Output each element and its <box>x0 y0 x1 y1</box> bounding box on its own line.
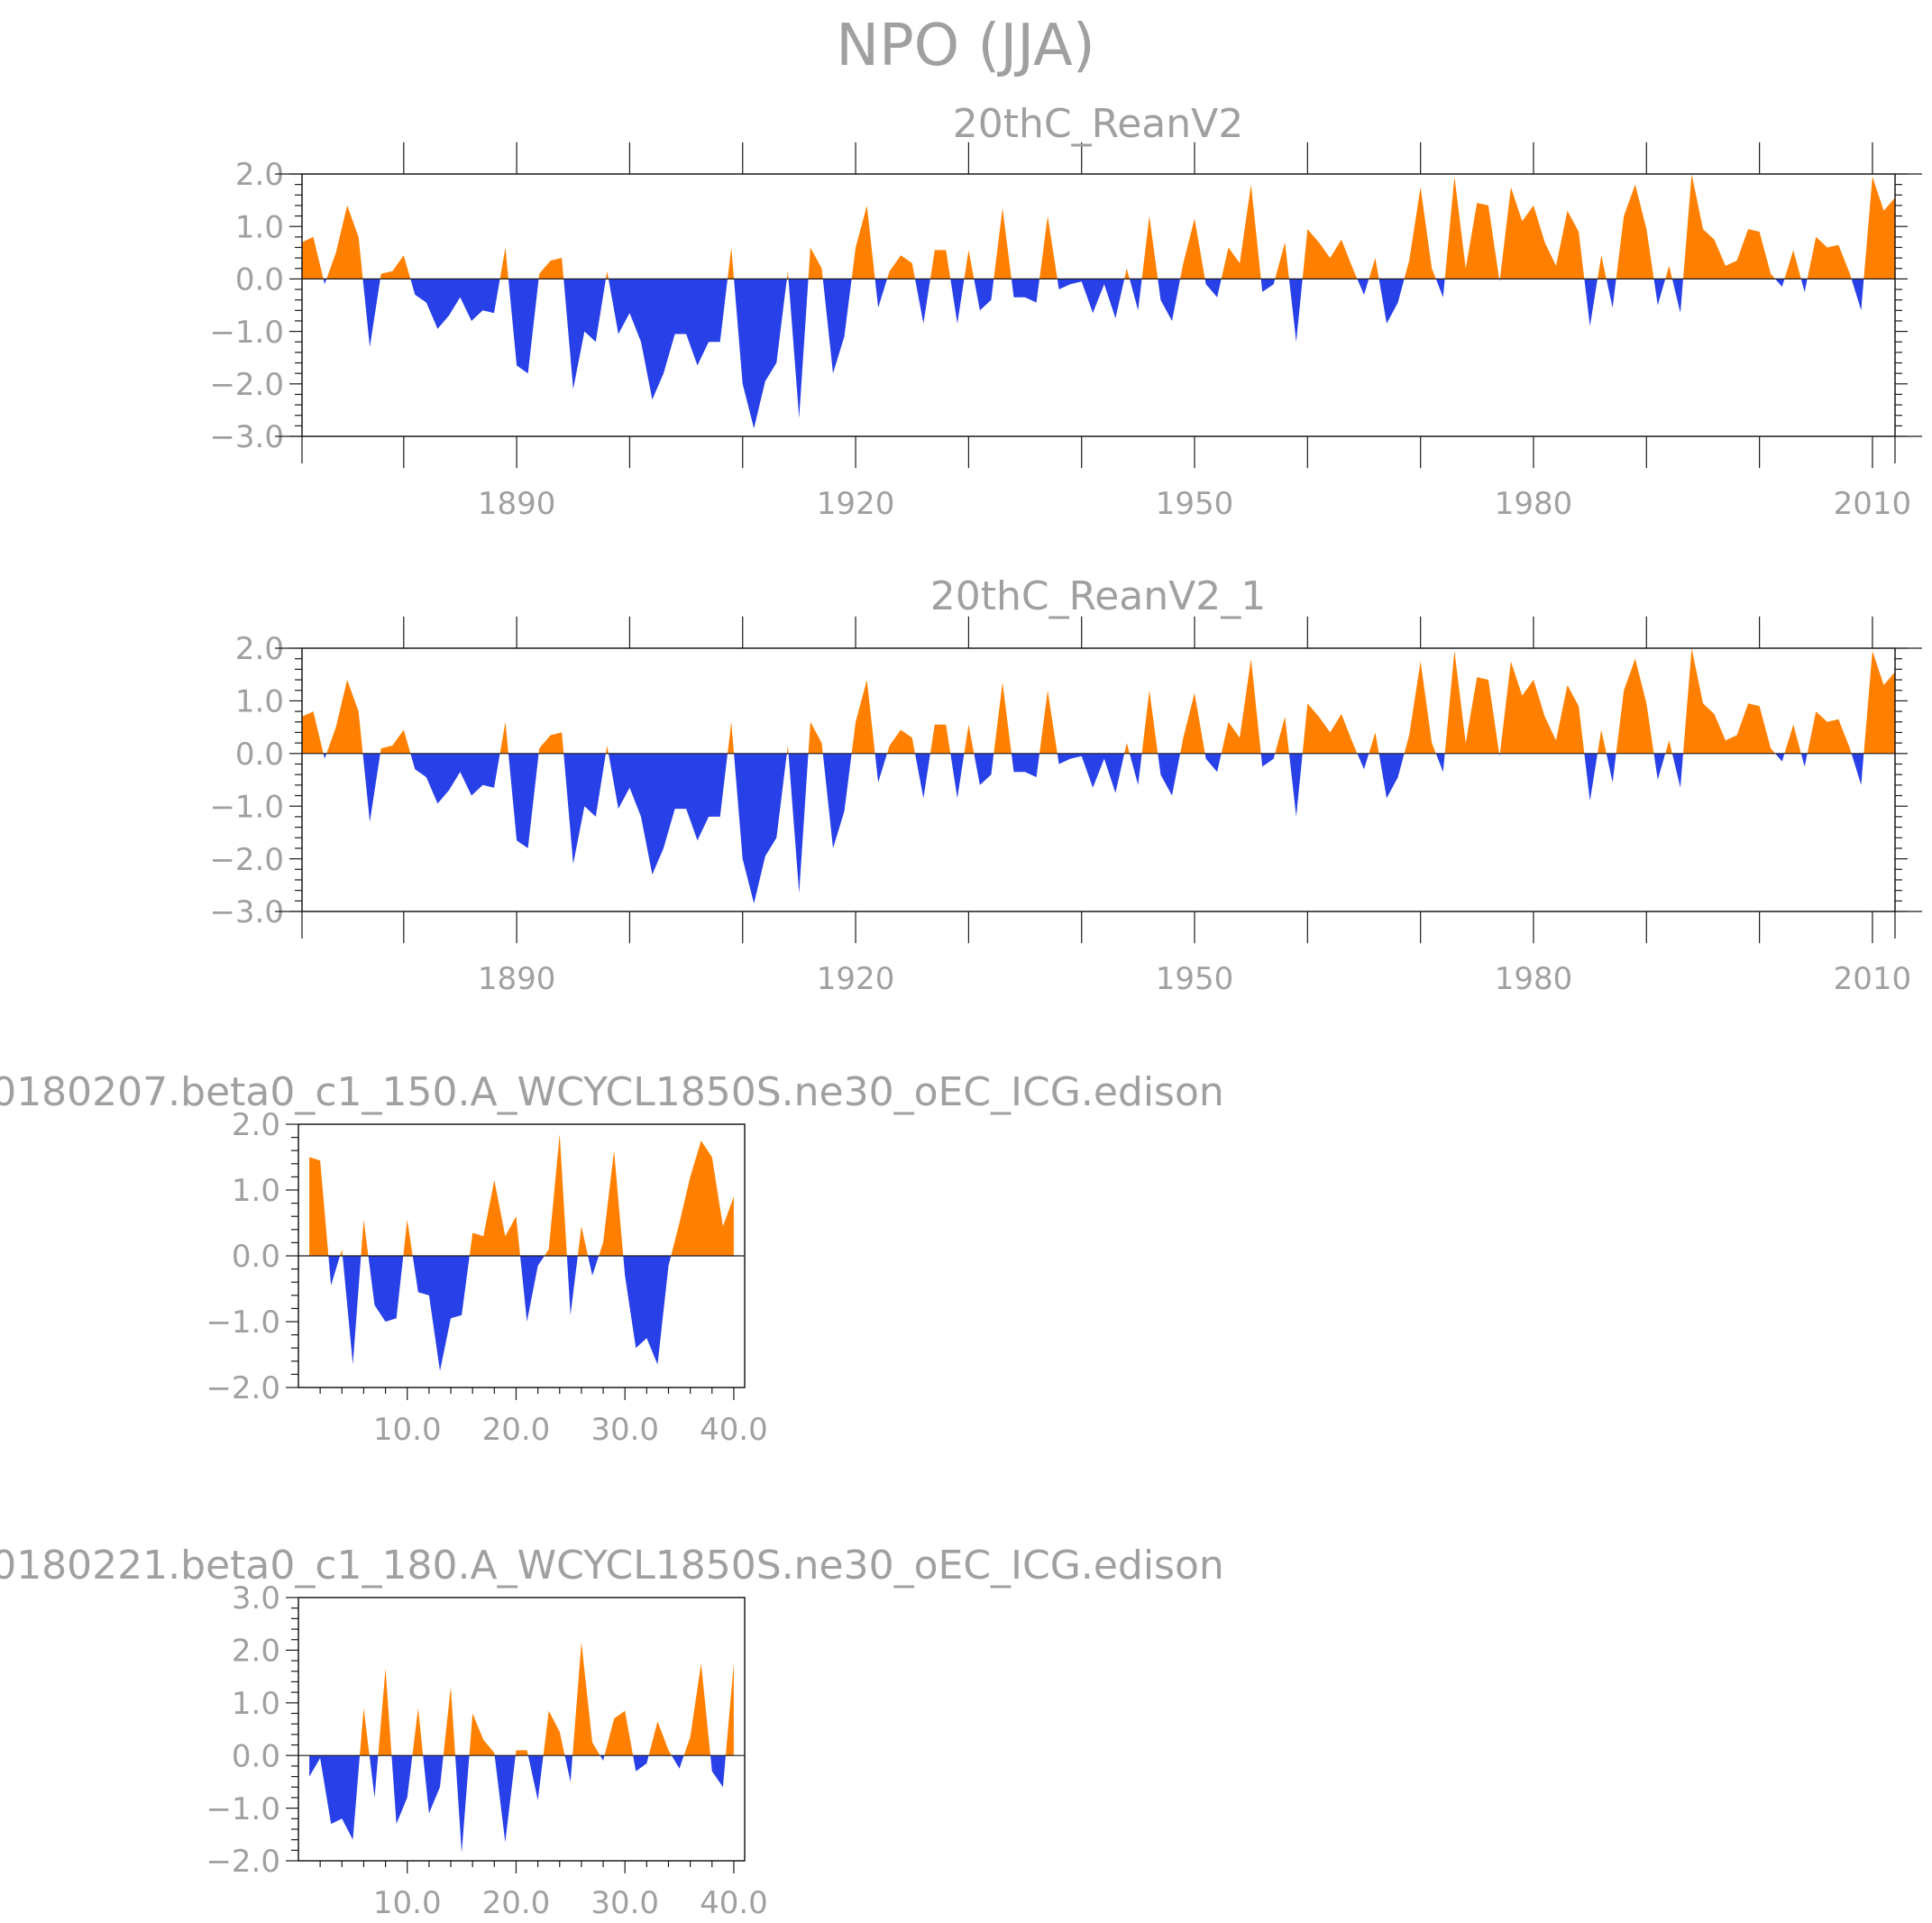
x-tick-label: 10.0 <box>373 1412 442 1448</box>
y-tick-label: −1.0 <box>206 1305 280 1341</box>
x-tick-label: 1890 <box>478 961 556 997</box>
y-tick-label: 1.0 <box>235 209 284 245</box>
x-tick-label: 1980 <box>1495 961 1573 997</box>
y-tick-label: −1.0 <box>206 1791 280 1827</box>
y-tick-label: −1.0 <box>209 789 284 825</box>
panel-title: 20thC_ReanV2 <box>953 101 1243 147</box>
y-tick-label: −2.0 <box>206 1370 280 1406</box>
panel-title: 20thC_ReanV2_1 <box>930 573 1266 619</box>
plot-frame <box>298 1597 746 1862</box>
plot-frame <box>301 647 1896 912</box>
x-tick-label: 1890 <box>478 486 556 522</box>
y-tick-label: 0.0 <box>235 737 284 773</box>
y-tick-label: 0.0 <box>235 262 284 298</box>
y-tick-label: 2.0 <box>232 1634 280 1670</box>
y-tick-label: −1.0 <box>209 315 284 351</box>
positive-area <box>302 174 1895 279</box>
positive-area <box>309 1134 734 1256</box>
x-tick-label: 10.0 <box>373 1885 442 1921</box>
x-tick-label: 40.0 <box>700 1885 768 1921</box>
x-tick-label: 1920 <box>817 486 895 522</box>
data-points <box>309 1134 734 1371</box>
x-tick-label: 2010 <box>1834 961 1912 997</box>
y-tick-label: 2.0 <box>235 631 284 667</box>
panel-title: 20180221.beta0_c1_180.A_WCYCL1850S.ne30_… <box>0 1543 1224 1589</box>
panel-20thc-reanv2: 2.0 1.0 0.0 −1.0 −2.0 −3.0 1890 1920 1950 1980 201… <box>209 101 1922 522</box>
x-tick-label: 1980 <box>1495 486 1573 522</box>
x-tick-label: 1950 <box>1156 486 1234 522</box>
data-points <box>302 648 1895 903</box>
x-tick-label: 40.0 <box>700 1412 768 1448</box>
panel-beta0-c1-150: 2.0 1.0 0.0 −1.0 −2.0 10.0 20.0 30.0 40.0 2018020… <box>0 1069 1224 1448</box>
positive-area <box>302 648 1895 754</box>
y-tick-label: −3.0 <box>209 894 284 930</box>
y-tick-label: 1.0 <box>235 684 284 720</box>
positive-area <box>309 1642 734 1756</box>
y-tick-label: 1.0 <box>232 1686 280 1722</box>
panel-20thc-reanv2-1: 2.0 1.0 0.0 −1.0 −2.0 −3.0 1890 1920 1950 1980 201… <box>209 573 1922 997</box>
y-tick-label: −2.0 <box>206 1844 280 1880</box>
data-points <box>302 174 1895 428</box>
y-tick-label: 2.0 <box>235 157 284 193</box>
negative-area <box>302 279 1895 429</box>
negative-area <box>309 1256 734 1371</box>
y-tick-label: 3.0 <box>232 1580 280 1616</box>
data-points <box>309 1643 734 1854</box>
y-tick-label: 0.0 <box>232 1738 280 1774</box>
panel-title: 20180207.beta0_c1_150.A_WCYCL1850S.ne30_… <box>0 1069 1224 1115</box>
y-tick-label: −3.0 <box>209 419 284 455</box>
figure-title: NPO (JJA) <box>836 13 1095 79</box>
negative-area <box>309 1755 734 1854</box>
negative-area <box>302 753 1895 904</box>
x-tick-label: 1920 <box>817 961 895 997</box>
y-tick-label: 0.0 <box>232 1239 280 1275</box>
x-tick-label: 20.0 <box>482 1412 551 1448</box>
y-tick-label: 2.0 <box>232 1107 280 1143</box>
plot-frame <box>301 173 1896 437</box>
x-tick-label: 30.0 <box>591 1412 659 1448</box>
y-tick-label: 1.0 <box>232 1173 280 1209</box>
y-tick-label: −2.0 <box>209 367 284 403</box>
y-tick-label: −2.0 <box>209 842 284 878</box>
x-tick-label: 30.0 <box>591 1885 659 1921</box>
x-tick-label: 1950 <box>1156 961 1234 997</box>
x-tick-label: 2010 <box>1834 486 1912 522</box>
panel-beta0-c1-180: 3.0 2.0 1.0 0.0 −1.0 −2.0 10.0 20.0 30.0 40.0 2018… <box>0 1543 1224 1921</box>
x-tick-label: 20.0 <box>482 1885 551 1921</box>
